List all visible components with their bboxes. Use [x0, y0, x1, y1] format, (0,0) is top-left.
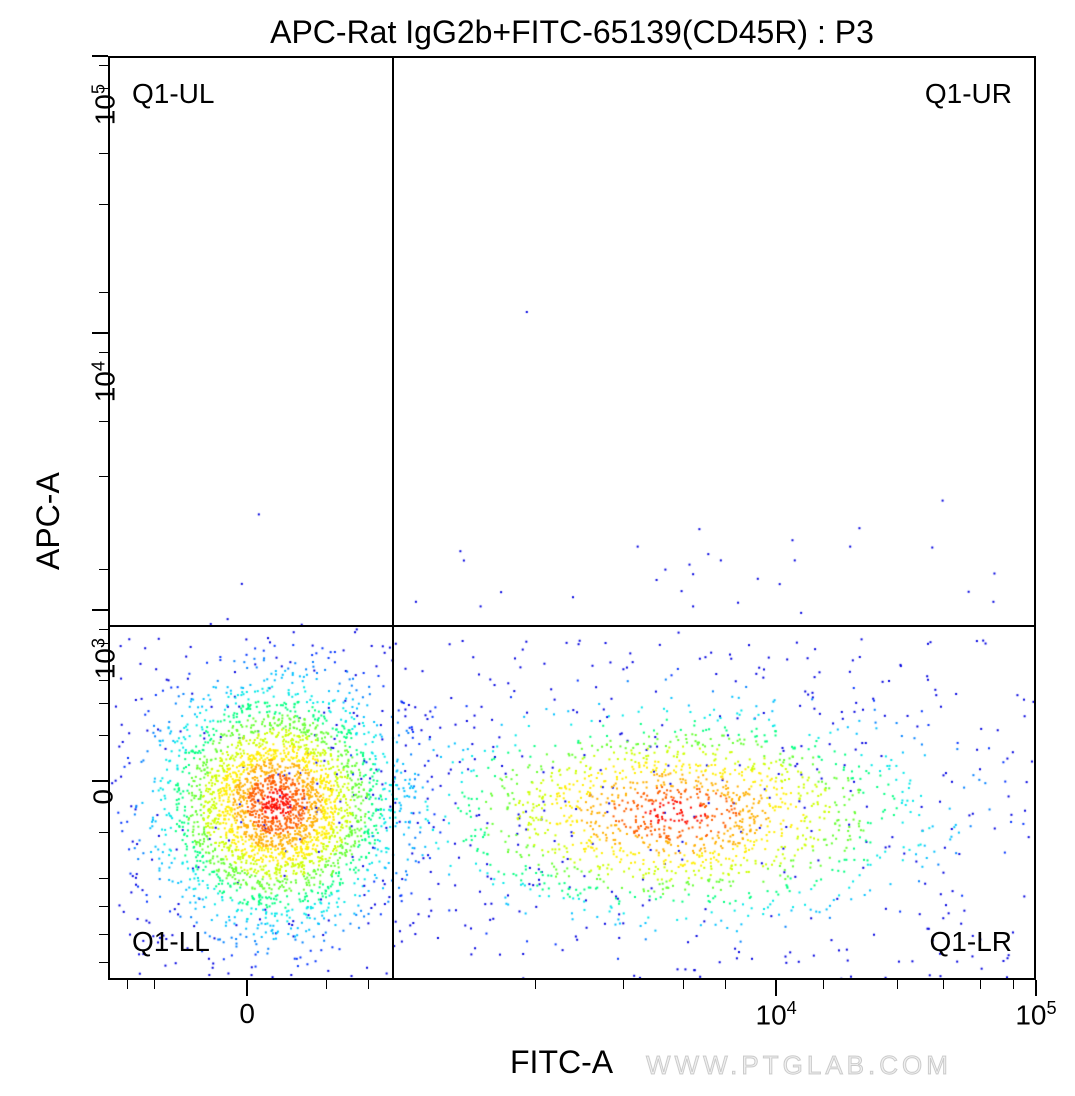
- quad-label-ul: Q1-UL: [132, 78, 214, 110]
- y-tick-major: [92, 609, 108, 611]
- x-tick-major: [775, 980, 777, 996]
- y-tick-minor: [99, 569, 108, 570]
- x-tick-minor: [127, 980, 128, 989]
- quad-label-ur: Q1-UR: [925, 78, 1012, 110]
- x-tick-minor: [623, 980, 624, 989]
- y-tick-minor: [99, 352, 108, 353]
- y-tick-minor: [99, 878, 108, 879]
- y-tick-minor: [99, 962, 108, 963]
- x-tick-label: 104: [756, 998, 797, 1031]
- watermark: WWW.PTGLAB.COM: [646, 1050, 952, 1081]
- x-tick-label: 0: [239, 998, 255, 1030]
- x-tick-minor: [943, 980, 944, 989]
- x-tick-minor: [154, 980, 155, 989]
- x-tick-minor: [725, 980, 726, 989]
- x-axis-title: FITC-A: [510, 1044, 613, 1081]
- x-tick-major: [1035, 980, 1037, 996]
- scatter-canvas: [110, 58, 1034, 978]
- y-tick-minor: [99, 204, 108, 205]
- y-tick-label: 105: [88, 84, 121, 125]
- x-tick-minor: [368, 980, 369, 989]
- x-tick-minor: [823, 980, 824, 989]
- x-tick-label: 105: [1015, 998, 1056, 1031]
- x-tick-minor: [535, 980, 536, 989]
- y-tick-minor: [99, 476, 108, 477]
- x-tick-major: [246, 980, 248, 996]
- plot-area: Q1-UL Q1-UR Q1-LL Q1-LR: [108, 56, 1036, 980]
- y-tick-minor: [99, 629, 108, 630]
- y-tick-minor: [99, 735, 108, 736]
- y-tick-minor: [99, 421, 108, 422]
- y-tick-minor: [99, 680, 108, 681]
- x-tick-minor: [326, 980, 327, 989]
- y-tick-major: [92, 55, 108, 57]
- y-tick-minor: [99, 153, 108, 154]
- x-tick-minor: [1013, 980, 1014, 989]
- chart-root: APC-Rat IgG2b+FITC-65139(CD45R) : P3 Q1-…: [0, 0, 1075, 1096]
- y-tick-minor: [99, 934, 108, 935]
- y-tick-major: [92, 332, 108, 334]
- plot-title: APC-Rat IgG2b+FITC-65139(CD45R) : P3: [270, 14, 874, 51]
- y-tick-major: [92, 780, 108, 782]
- y-tick-minor: [99, 65, 108, 66]
- y-tick-minor: [99, 661, 108, 662]
- y-tick-label: 0: [88, 789, 120, 805]
- x-tick-minor: [980, 980, 981, 989]
- y-tick-minor: [99, 643, 108, 644]
- y-tick-label: 103: [88, 638, 121, 679]
- x-tick-minor: [683, 980, 684, 989]
- y-tick-label: 104: [88, 361, 121, 402]
- y-tick-minor: [99, 832, 108, 833]
- quadrant-vline: [392, 58, 394, 978]
- x-tick-minor: [897, 980, 898, 989]
- y-tick-minor: [99, 703, 108, 704]
- y-tick-minor: [99, 116, 108, 117]
- quadrant-hline: [110, 625, 1034, 627]
- y-tick-minor: [99, 384, 108, 385]
- quad-label-lr: Q1-LR: [930, 926, 1012, 958]
- y-tick-minor: [99, 88, 108, 89]
- y-axis-title: APC-A: [30, 472, 67, 570]
- y-tick-minor: [99, 292, 108, 293]
- y-tick-minor: [99, 906, 108, 907]
- quad-label-ll: Q1-LL: [132, 926, 210, 958]
